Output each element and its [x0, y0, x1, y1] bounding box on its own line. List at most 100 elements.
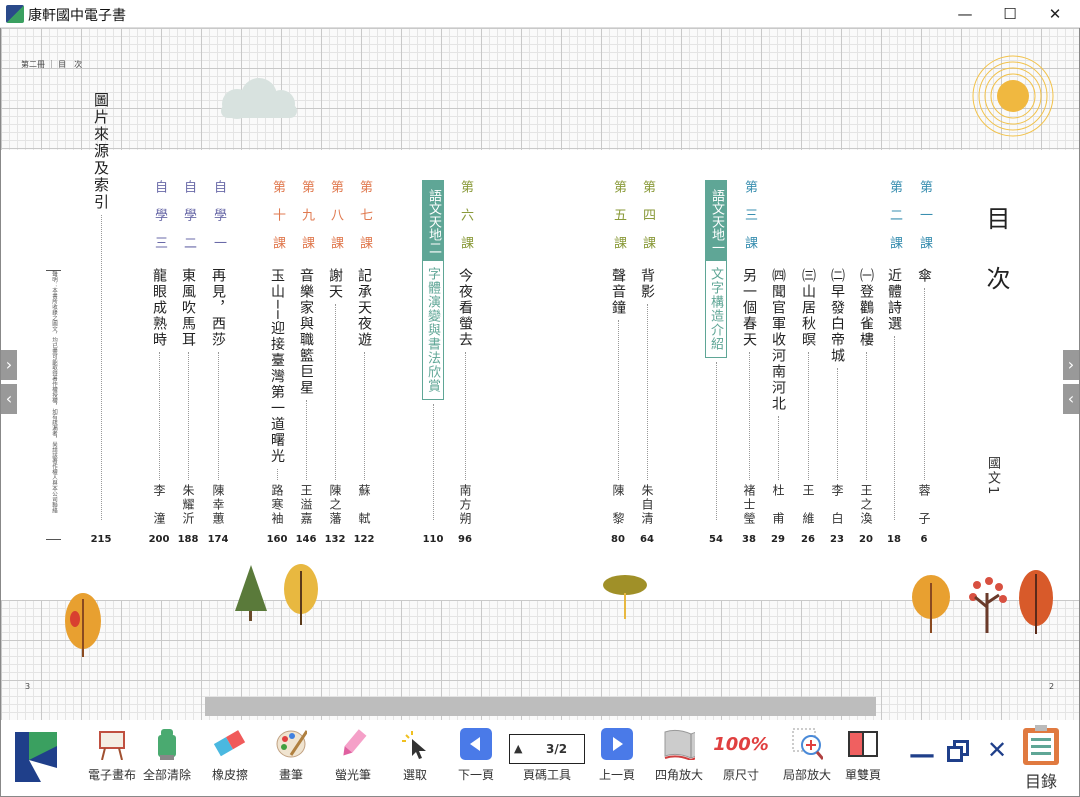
toolbar: 電子畫布 全部清除 橡皮擦 畫筆 螢光筆 選取 下一頁 頁碼工具 上一頁 四角放大 100% 原尺寸 局…	[0, 720, 1080, 797]
entry-title: 再見，西莎	[210, 268, 226, 348]
toc-entry[interactable]: 自學三 龍眼成熟時 李潼 200	[147, 180, 171, 545]
dot-leader	[893, 336, 895, 520]
entry-page-number: 64	[640, 534, 654, 545]
toc-entry[interactable]: 第二課 近體詩選 18	[882, 180, 906, 545]
toc-entry[interactable]: 自學二 東風吹馬耳 朱耀沂 188	[176, 180, 200, 545]
entry-page-number: 54	[709, 534, 723, 545]
entry-title: ㈠登鸛雀樓	[858, 268, 874, 348]
tool-original-size-button[interactable]: 100% 原尺寸	[705, 728, 777, 783]
toc-entry[interactable]: 第十課 玉山──迎接臺灣第一道曙光 路寒袖 160	[265, 180, 289, 545]
toc-entry[interactable]: 圖片來源及索引 215	[89, 92, 113, 545]
next-page-arrow[interactable]: ›	[1, 350, 17, 380]
grid-band-top	[1, 28, 1079, 150]
entry-title: 玉山──迎接臺灣第一道曙光	[269, 268, 285, 465]
page-number-input[interactable]: ▲ 3/2	[509, 734, 585, 764]
tool-trash-robot-button[interactable]: 全部清除	[131, 728, 203, 783]
horizontal-scrollbar[interactable]	[205, 697, 876, 716]
toc-entry[interactable]: 第三課 另一個春天 褚士瑩 38	[737, 180, 761, 545]
tool-label: 選取	[402, 768, 427, 782]
tool-palette-button[interactable]: 畫筆	[255, 728, 327, 783]
entry-title: ㈢山居秋暝	[800, 268, 816, 348]
entry-title: 另一個春天	[741, 268, 757, 348]
toolbar-minimize-button[interactable]: —	[909, 740, 935, 770]
entry-page-number: 110	[422, 534, 444, 545]
toc-entry[interactable]: 語文天地二 字體演變與書法欣賞 110	[421, 180, 445, 545]
entry-author: 南方朔	[458, 484, 472, 524]
arrow-right-icon	[601, 728, 633, 760]
tool-label: 單雙頁	[844, 768, 881, 782]
next-page-arrow-right[interactable]: ›	[1063, 350, 1079, 380]
toc-entry[interactable]: 第六課 今夜看螢去 南方朔 96	[453, 180, 477, 545]
entry-author: 李白	[830, 484, 844, 524]
entry-page-number: 29	[771, 534, 785, 545]
dot-leader	[217, 352, 219, 480]
toc-entry[interactable]: 第七課 記承天夜遊 蘇軾 122	[352, 180, 376, 545]
eraser-icon	[214, 728, 246, 760]
tool-page-tool-button[interactable]: 頁碼工具	[511, 728, 583, 783]
entry-title: 記承天夜遊	[356, 268, 372, 348]
close-button[interactable]: ✕	[1048, 5, 1062, 23]
toolbar-restore-button[interactable]	[947, 740, 971, 764]
toc-entry[interactable]: 第九課 音樂家與職籃巨星 王溢嘉 146	[294, 180, 318, 545]
entry-author: 王之渙	[859, 484, 873, 524]
toc-entry[interactable]: 第一課傘蓉子 6	[912, 180, 936, 545]
open-book-icon	[663, 728, 695, 760]
toc-label: 目錄	[1024, 772, 1057, 791]
lesson-header: 自學三	[152, 180, 167, 264]
tool-single-double-page-button[interactable]: 單雙頁	[827, 728, 899, 783]
entry-title: ㈡早發白帝城	[829, 268, 845, 364]
tree-icon	[1019, 570, 1053, 634]
toolbar-close-button[interactable]: ✕	[987, 736, 1008, 764]
cloud-icon	[221, 78, 297, 119]
tree-icon	[284, 564, 318, 625]
tool-highlighter-button[interactable]: 螢光筆	[317, 728, 389, 783]
toc-entry[interactable]: ㈠登鸛雀樓 王之渙 20	[854, 180, 878, 545]
toc-entry[interactable]: ㈡早發白帝城 李白 23	[825, 180, 849, 545]
dot-leader	[363, 352, 365, 480]
entry-page-number: 122	[353, 534, 375, 545]
entry-page-number: 26	[801, 534, 815, 545]
kangxuan-logo-icon	[15, 732, 57, 782]
toc-entry[interactable]: 第四課 背影 朱自清 64	[635, 180, 659, 545]
tool-zoom-in-button[interactable]: 局部放大	[771, 728, 843, 783]
entry-title: ㈣聞官軍收河南河北	[770, 268, 786, 412]
entry-author: 陳黎	[611, 484, 625, 524]
lesson-header: 第九課	[299, 180, 314, 264]
tool-eraser-button[interactable]: 橡皮擦	[194, 728, 266, 783]
minimize-button[interactable]: —	[957, 5, 973, 23]
entry-title: 字體演變與書法欣賞	[422, 260, 444, 400]
book-page: 第二冊 ｜ 目 次 目次 國文1 聲明：本書所收錄之圖文，均已盡可能取得著作權授…	[0, 28, 1080, 720]
entry-title: 圖片來源及索引	[92, 92, 110, 211]
tool-open-book-button[interactable]: 四角放大	[643, 728, 715, 783]
dot-leader	[748, 352, 750, 480]
entry-page-number: 146	[295, 534, 317, 545]
tool-arrow-left-button[interactable]: 下一頁	[440, 728, 512, 783]
tool-cursor-button[interactable]: 選取	[379, 728, 451, 783]
section-label: 語文天地二	[422, 180, 444, 260]
dot-leader	[187, 352, 189, 480]
toc-entry[interactable]: 第五課 聲音鐘 陳黎 80	[606, 180, 630, 545]
tree-icon	[912, 575, 950, 633]
tool-arrow-right-button[interactable]: 上一頁	[581, 728, 653, 783]
tool-label: 局部放大	[782, 768, 831, 782]
arrow-left-icon	[460, 728, 492, 760]
toc-entry[interactable]: ㈢山居秋暝 王維 26	[796, 180, 820, 545]
dot-leader	[100, 215, 102, 520]
entry-author: 王溢嘉	[299, 484, 313, 524]
lesson-header: 第四課	[640, 180, 655, 264]
toc-entry[interactable]: 自學一 再見，西莎 陳幸蕙 174	[206, 180, 230, 545]
tree-icon	[235, 565, 267, 621]
tool-easel-button[interactable]: 電子畫布	[76, 728, 148, 783]
page-number-left: 3	[25, 682, 31, 691]
toc-entry[interactable]: ㈣聞官軍收河南河北 杜甫 29	[766, 180, 790, 545]
toc-entry[interactable]: 語文天地一 文字構造介紹 54	[704, 180, 728, 545]
toc-entry[interactable]: 第八課 謝天 陳之藩 132	[323, 180, 347, 545]
tool-label: 四角放大	[654, 768, 703, 782]
toc-button[interactable]: 目錄	[1021, 724, 1061, 792]
section-label: 語文天地一	[705, 180, 727, 260]
prev-page-arrow-right[interactable]: ‹	[1063, 384, 1079, 414]
tool-label: 橡皮擦	[211, 768, 248, 782]
dot-leader	[464, 352, 466, 480]
maximize-button[interactable]: ☐	[1003, 5, 1017, 23]
prev-page-arrow[interactable]: ‹	[1, 384, 17, 414]
